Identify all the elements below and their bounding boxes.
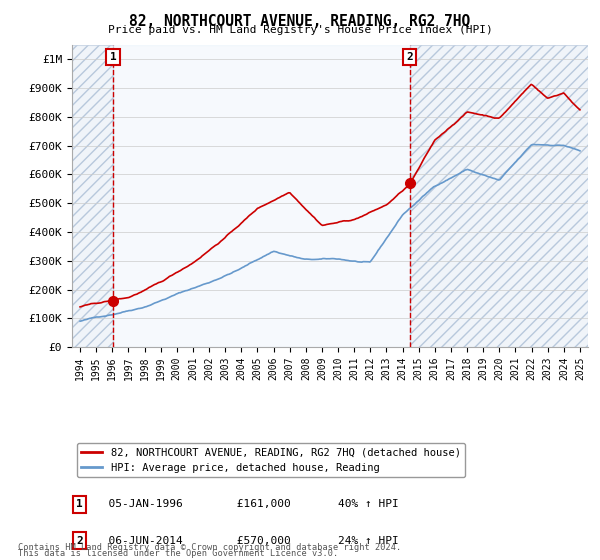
Legend: 82, NORTHCOURT AVENUE, READING, RG2 7HQ (detached house), HPI: Average price, de: 82, NORTHCOURT AVENUE, READING, RG2 7HQ … — [77, 443, 465, 477]
Bar — [410, 45, 588, 347]
Text: 1: 1 — [110, 52, 116, 62]
Text: Price paid vs. HM Land Registry's House Price Index (HPI): Price paid vs. HM Land Registry's House … — [107, 25, 493, 35]
Text: 2: 2 — [406, 52, 413, 62]
Text: 1: 1 — [76, 500, 83, 510]
Bar — [410, 45, 588, 347]
Text: 2: 2 — [76, 536, 83, 546]
Text: 05-JAN-1996        £161,000       40% ↑ HPI: 05-JAN-1996 £161,000 40% ↑ HPI — [95, 500, 399, 510]
Bar — [72, 45, 113, 347]
Text: Contains HM Land Registry data © Crown copyright and database right 2024.: Contains HM Land Registry data © Crown c… — [18, 543, 401, 552]
Bar — [113, 45, 410, 347]
Text: 82, NORTHCOURT AVENUE, READING, RG2 7HQ: 82, NORTHCOURT AVENUE, READING, RG2 7HQ — [130, 14, 470, 29]
Text: 06-JUN-2014        £570,000       24% ↑ HPI: 06-JUN-2014 £570,000 24% ↑ HPI — [95, 536, 399, 546]
Text: This data is licensed under the Open Government Licence v3.0.: This data is licensed under the Open Gov… — [18, 549, 338, 558]
Bar — [72, 45, 113, 347]
